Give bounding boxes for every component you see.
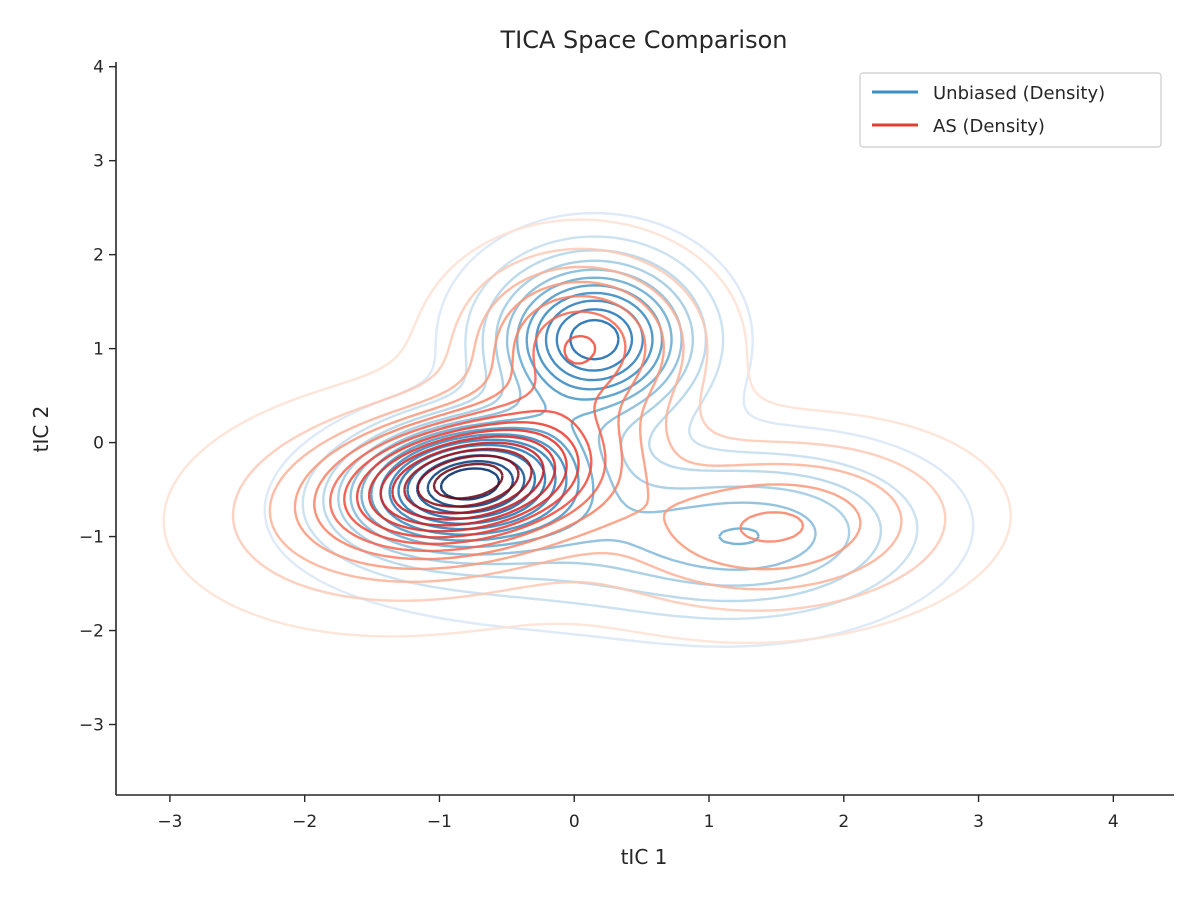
unbiased-density-contour	[426, 460, 515, 508]
as-density-contour	[343, 334, 597, 545]
unbiased-density-contour	[439, 467, 501, 501]
x-tick-label: 0	[569, 812, 580, 832]
x-tick-label: −2	[292, 812, 317, 832]
y-tick-label: 0	[93, 434, 104, 454]
as-density-contour	[391, 441, 545, 521]
as-density-contour	[432, 462, 504, 500]
contour-layer	[162, 211, 1012, 648]
y-tick-label: −1	[79, 528, 104, 548]
as-density-contour	[379, 435, 557, 527]
legend-frame	[859, 72, 1162, 148]
y-tick-label: −2	[79, 622, 104, 642]
legend-label-as: AS (Density)	[933, 116, 1045, 137]
legend-label-unbiased: Unbiased (Density)	[933, 83, 1105, 104]
x-tick-label: 2	[838, 812, 849, 832]
y-tick-label: 1	[93, 340, 104, 360]
as-density-contour	[268, 265, 903, 591]
x-tick-label: 1	[704, 812, 715, 832]
y-axis-label: tIC 2	[29, 406, 53, 453]
x-tick-label: 4	[1108, 812, 1119, 832]
unbiased-density-contour	[301, 235, 919, 621]
chart-title: TICA Space Comparison	[499, 26, 787, 54]
as-density-contour	[329, 310, 627, 553]
as-density-contour	[355, 421, 580, 539]
as-density-contour	[162, 218, 1012, 645]
y-tick-label: 3	[93, 152, 104, 172]
y-tick-label: −3	[79, 716, 104, 736]
as-density-contour	[403, 447, 533, 515]
x-tick-label: 3	[973, 812, 984, 832]
x-axis-label: tIC 1	[621, 845, 668, 869]
legend: Unbiased (Density) AS (Density)	[859, 72, 1162, 148]
as-density-contour	[293, 280, 862, 571]
y-tick-label: 2	[93, 246, 104, 266]
x-tick-label: −1	[427, 812, 452, 832]
as-density-contour	[367, 428, 568, 533]
y-tick-label: 4	[93, 58, 104, 78]
x-tick-label: −3	[157, 812, 182, 832]
as-density-contour	[313, 294, 805, 561]
as-density-contour	[416, 454, 520, 508]
unbiased-density-contour	[263, 211, 975, 648]
y-axis-ticks: −3 −2 −1 0 1 2 3 4	[79, 58, 116, 736]
x-axis-ticks: −3 −2 −1 0 1 2 3 4	[157, 795, 1119, 832]
as-density-contour	[231, 247, 947, 612]
